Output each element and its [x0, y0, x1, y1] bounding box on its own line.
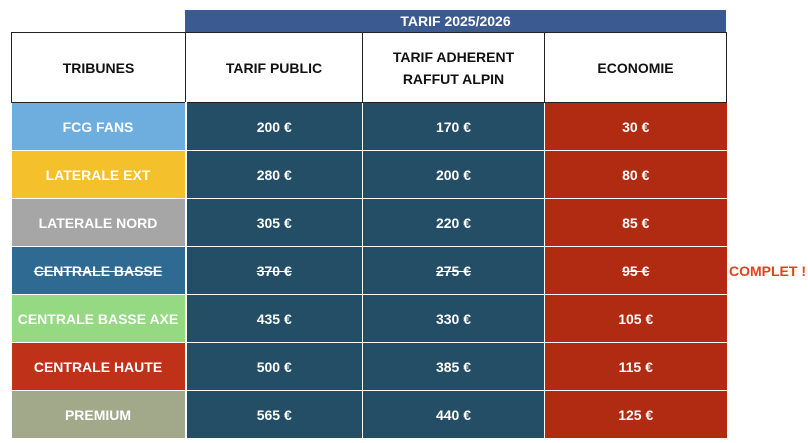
economie-cell: 80 €	[544, 150, 727, 199]
economie-cell: 95 €	[544, 246, 727, 295]
header-economie: ECONOMIE	[544, 32, 727, 103]
header-tarif-adherent-line1: TARIF ADHERENT	[392, 48, 515, 65]
header-row: TRIBUNES TARIF PUBLIC TARIF ADHERENT RAF…	[11, 32, 727, 103]
tarif-adherent-cell: 200 €	[362, 150, 545, 199]
tarif-adherent-cell: 220 €	[362, 198, 545, 247]
complet-status-note: COMPLET !	[729, 263, 806, 279]
tarif-public-cell: 280 €	[185, 150, 363, 199]
economie-cell: 115 €	[544, 342, 727, 391]
tribune-cell: CENTRALE BASSE	[11, 246, 187, 295]
tarif-adherent-cell: 385 €	[362, 342, 545, 391]
tarif-public-cell: 500 €	[185, 342, 363, 391]
table-row: PREMIUM 565 €440 €125 €	[11, 390, 727, 439]
table-row: LATERALE EXT 280 €200 €80 €	[11, 150, 727, 199]
header-tarif-adherent-line2: RAFFUT ALPIN	[402, 70, 505, 87]
table-row: LATERALE NORD 305 €220 €85 €	[11, 198, 727, 247]
tribune-cell: LATERALE NORD	[11, 198, 187, 247]
economie-cell: 85 €	[544, 198, 727, 247]
table-row: CENTRALE BASSE 370 €275 €95 €	[11, 246, 727, 295]
tarif-public-cell: 305 €	[185, 198, 363, 247]
tribune-cell: LATERALE EXT	[11, 150, 187, 199]
tarif-adherent-cell: 330 €	[362, 294, 545, 343]
tarif-adherent-cell: 440 €	[362, 390, 545, 439]
tribune-cell: CENTRALE HAUTE	[11, 342, 187, 391]
tarif-title-banner: TARIF 2025/2026	[185, 10, 726, 33]
tarif-public-cell: 435 €	[185, 294, 363, 343]
tribune-cell: FCG FANS	[11, 102, 187, 151]
header-tarif-public: TARIF PUBLIC	[185, 32, 363, 103]
header-tribunes: TRIBUNES	[11, 32, 186, 103]
table-row: CENTRALE BASSE AXE 435 €330 €105 €	[11, 294, 727, 343]
tarif-public-cell: 565 €	[185, 390, 363, 439]
tarif-adherent-cell: 275 €	[362, 246, 545, 295]
tarif-title: TARIF 2025/2026	[400, 13, 511, 29]
economie-cell: 125 €	[544, 390, 727, 439]
table-row: FCG FANS 200 €170 €30 €	[11, 102, 727, 151]
tarif-adherent-cell: 170 €	[362, 102, 545, 151]
tarif-public-cell: 370 €	[185, 246, 363, 295]
economie-cell: 30 €	[544, 102, 727, 151]
tarif-public-cell: 200 €	[185, 102, 363, 151]
table-row: CENTRALE HAUTE 500 €385 €115 €	[11, 342, 727, 391]
tribune-cell: CENTRALE BASSE AXE	[11, 294, 187, 343]
economie-cell: 105 €	[544, 294, 727, 343]
tarif-rows: FCG FANS 200 €170 €30 € LATERALE EXT 280 €2…	[11, 102, 727, 439]
header-tarif-adherent: TARIF ADHERENT RAFFUT ALPIN	[362, 32, 545, 103]
tribune-cell: PREMIUM	[11, 390, 187, 439]
tarif-table: TRIBUNES TARIF PUBLIC TARIF ADHERENT RAF…	[11, 32, 727, 439]
